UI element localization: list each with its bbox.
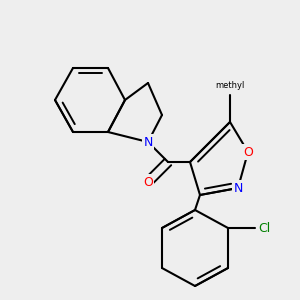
Text: N: N (233, 182, 243, 194)
Text: O: O (143, 176, 153, 188)
Text: Cl: Cl (258, 221, 270, 235)
Text: methyl: methyl (215, 82, 245, 91)
Text: N: N (143, 136, 153, 148)
Text: O: O (243, 146, 253, 158)
